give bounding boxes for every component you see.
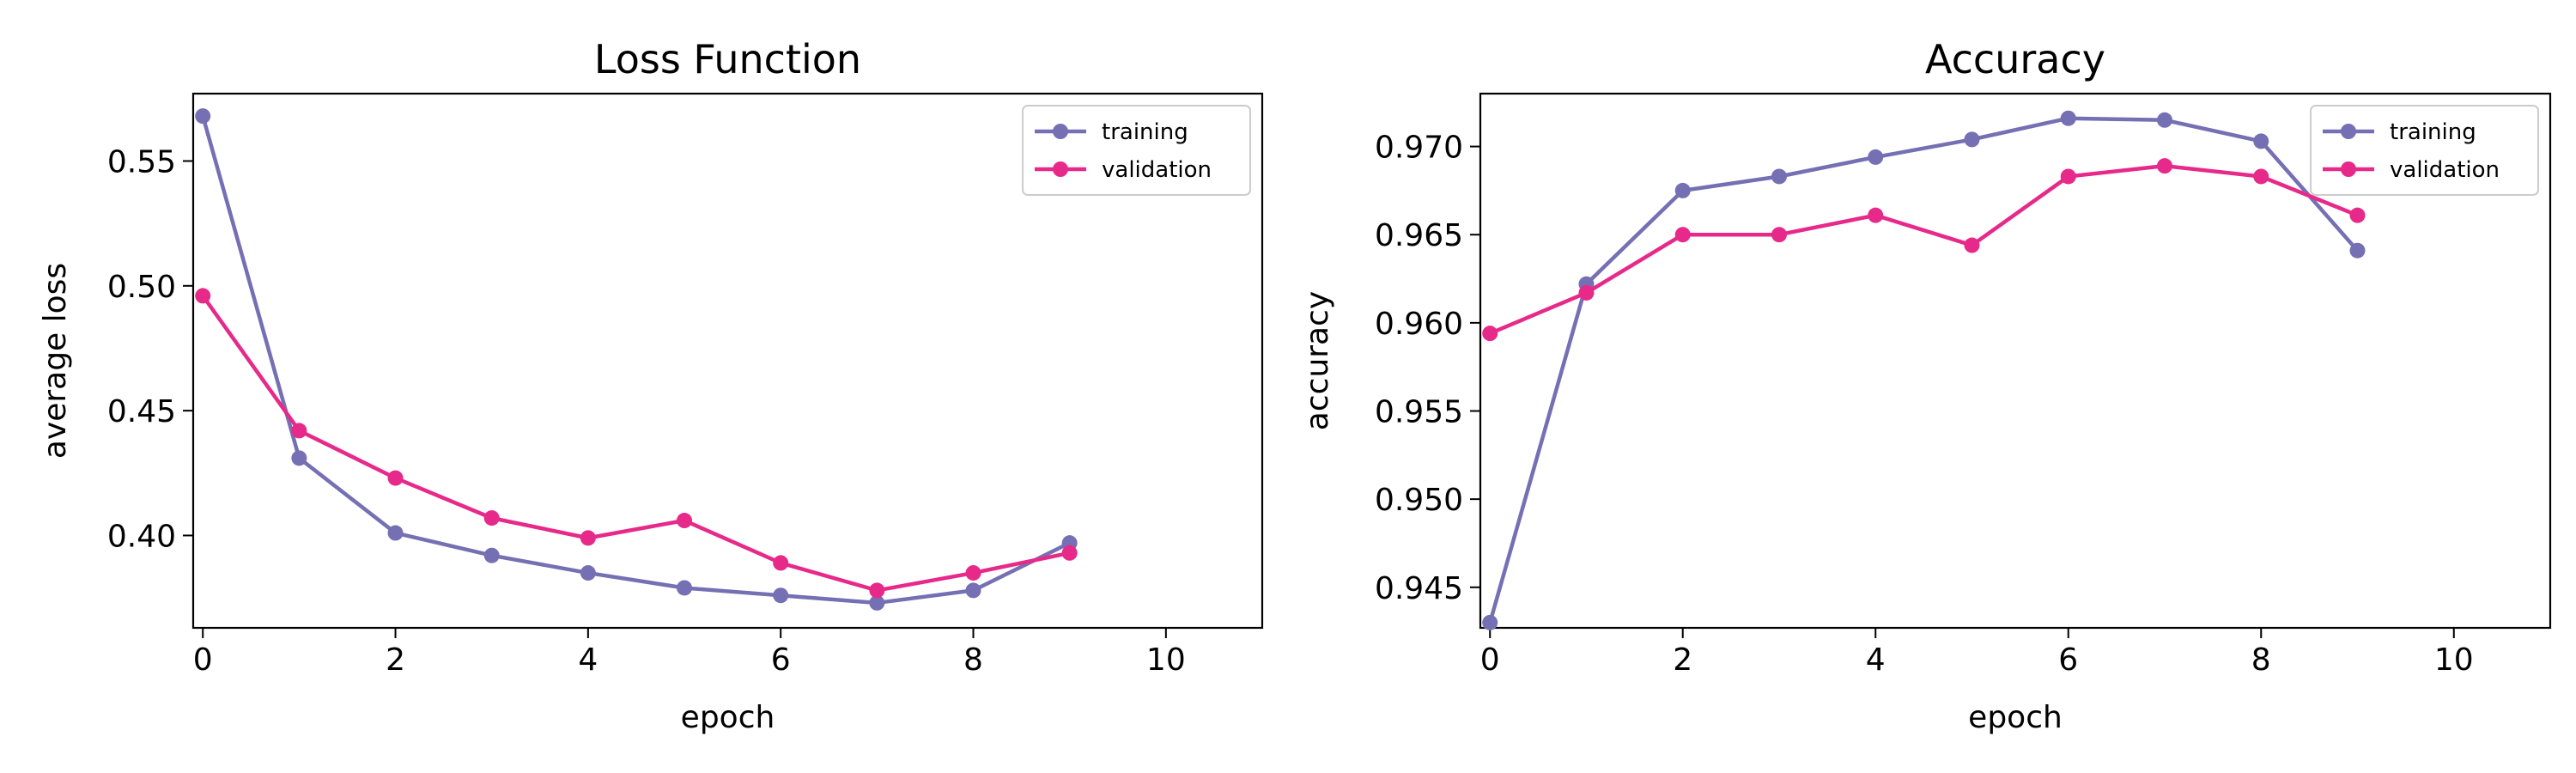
x-tick-label: 0: [193, 642, 213, 678]
legend-swatch-marker: [2341, 161, 2356, 177]
data-point: [2349, 207, 2366, 223]
data-point: [291, 450, 307, 466]
data-point: [773, 587, 789, 604]
data-point: [580, 530, 596, 546]
series-validation: [1482, 158, 2366, 342]
legend-label: validation: [2390, 157, 2500, 183]
legend-swatch-marker: [1053, 161, 1068, 177]
chart-panel-1: Loss Function 0 2 4 6 8 10 0.40 0.45 0.50 0.55 epoc…: [38, 36, 1264, 735]
x-tick-label: 2: [1673, 642, 1692, 678]
x-tick-label: 10: [1146, 642, 1186, 678]
data-point: [483, 510, 500, 526]
legend-swatch-marker: [2341, 124, 2356, 139]
plot-frame: [191, 92, 1264, 630]
x-tick-label: 8: [963, 642, 983, 678]
x-tick-label: 0: [1480, 642, 1500, 678]
data-point: [2253, 168, 2269, 185]
x-tick-label: 10: [2434, 642, 2474, 678]
data-point: [483, 547, 500, 563]
data-point: [773, 555, 789, 571]
data-point: [2156, 158, 2172, 174]
y-tick-label: 0.960: [1375, 307, 1463, 342]
data-point: [1482, 614, 1498, 630]
data-point: [387, 470, 404, 486]
data-point: [195, 108, 211, 125]
data-point: [965, 582, 981, 599]
data-point: [1868, 149, 1884, 165]
x-axis-label: epoch: [1968, 700, 2063, 735]
chart-title: Accuracy: [1925, 36, 2105, 82]
x-tick-label: 6: [771, 642, 791, 678]
data-point: [1771, 227, 1787, 243]
y-tick-label: 0.55: [107, 144, 176, 180]
legend-swatch-marker: [1053, 124, 1068, 139]
data-point: [1578, 284, 1595, 301]
data-point: [1061, 545, 1078, 561]
y-tick-label: 0.955: [1375, 395, 1463, 430]
plot-frame: [1479, 92, 2552, 630]
legend-label: validation: [1102, 157, 1212, 183]
data-point: [2253, 133, 2269, 149]
y-tick-label: 0.950: [1375, 483, 1463, 518]
y-axis-label: accuracy: [1300, 291, 1335, 430]
data-point: [1674, 227, 1691, 243]
data-point: [2349, 242, 2366, 259]
legend: training validation: [2310, 105, 2539, 196]
legend-label: training: [2390, 119, 2476, 145]
x-tick-label: 8: [2251, 642, 2271, 678]
data-point: [1868, 207, 1884, 223]
x-axis-label: epoch: [681, 700, 775, 735]
data-point: [869, 582, 885, 599]
y-tick-label: 0.50: [107, 270, 176, 305]
series-line: [201, 115, 1071, 606]
data-point: [2060, 110, 2076, 126]
chart-title: Loss Function: [594, 36, 861, 82]
legend-box: [1022, 105, 1251, 196]
data-point: [677, 513, 693, 529]
data-point: [580, 565, 596, 581]
data-point: [1674, 182, 1691, 198]
data-point: [677, 580, 693, 596]
series-training: [1482, 110, 2366, 630]
legend-box: [2310, 105, 2539, 196]
y-axis-label: average loss: [38, 263, 73, 459]
y-tick-label: 0.970: [1375, 131, 1463, 166]
data-point: [869, 594, 885, 611]
series-validation: [195, 288, 1078, 599]
y-tick-label: 0.40: [107, 519, 176, 554]
series-line: [201, 295, 1071, 593]
data-point: [291, 423, 307, 439]
data-point: [1771, 168, 1787, 185]
series-line: [1489, 163, 2359, 336]
data-point: [195, 288, 211, 304]
series-line: [1488, 116, 2360, 624]
y-tick-label: 0.945: [1375, 571, 1463, 606]
x-tick-label: 4: [1866, 642, 1886, 678]
data-point: [965, 565, 981, 581]
data-point: [2156, 112, 2172, 128]
x-tick-label: 2: [386, 642, 405, 678]
x-tick-label: 4: [578, 642, 598, 678]
chart-panel-2: Accuracy 0 2 4 6 8 10 0.945 0.950 0.955 0.960 0.965…: [1300, 36, 2552, 735]
data-point: [2060, 168, 2076, 185]
data-point: [1964, 131, 1980, 148]
legend-label: training: [1102, 119, 1188, 145]
y-tick-label: 0.965: [1375, 218, 1463, 253]
data-point: [1964, 237, 1980, 253]
series-training: [195, 108, 1078, 611]
data-point: [1482, 326, 1498, 342]
data-point: [387, 525, 404, 541]
y-tick-label: 0.45: [107, 394, 176, 429]
x-tick-label: 6: [2058, 642, 2078, 678]
legend: training validation: [1022, 105, 1251, 196]
